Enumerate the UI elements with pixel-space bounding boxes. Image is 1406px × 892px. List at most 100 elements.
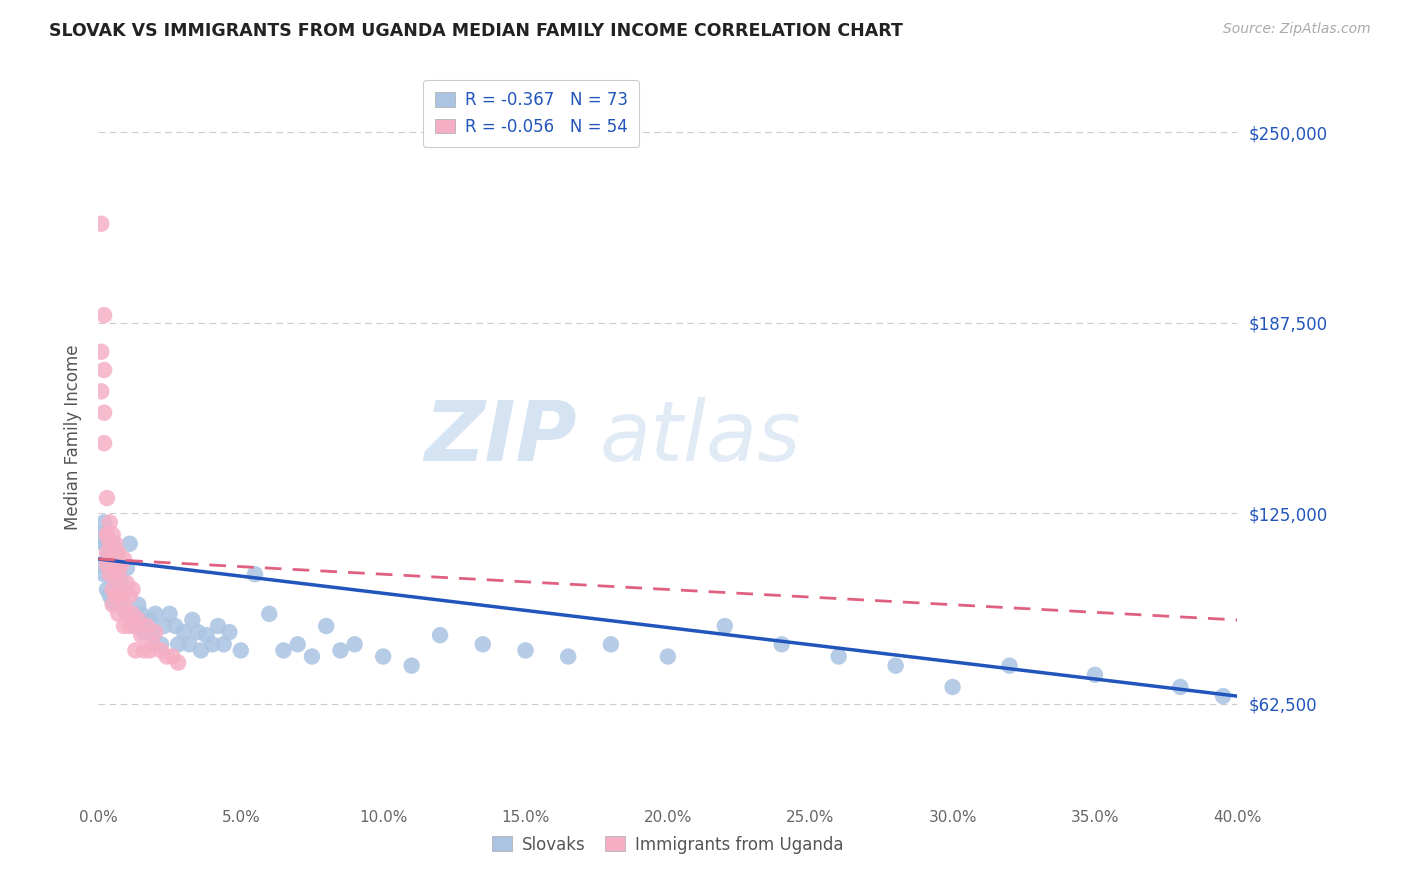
Point [101, 570, 124, 584]
Point [112, 598, 135, 612]
Point [156, 649, 179, 664]
Point [104, 567, 127, 582]
Point [884, 658, 907, 673]
Point [107, 558, 129, 573]
Point [93, 537, 115, 551]
Point [96, 527, 118, 541]
Point [121, 582, 143, 597]
Point [145, 625, 167, 640]
Point [115, 576, 138, 591]
Point [101, 594, 124, 608]
Point [121, 607, 143, 621]
Point [1084, 667, 1107, 681]
Point [141, 637, 163, 651]
Point [118, 619, 141, 633]
Point [135, 619, 157, 633]
Point [90, 217, 112, 231]
Point [110, 594, 132, 608]
Point [112, 619, 135, 633]
Point [115, 607, 138, 621]
Point [115, 561, 138, 575]
Point [93, 363, 115, 377]
Text: ZIP: ZIP [425, 397, 576, 477]
Point [162, 649, 184, 664]
Point [273, 643, 295, 657]
Point [101, 598, 124, 612]
Point [173, 625, 195, 640]
Point [118, 589, 141, 603]
Point [124, 643, 146, 657]
Point [107, 558, 129, 573]
Point [110, 589, 132, 603]
Point [828, 649, 851, 664]
Point [132, 643, 155, 657]
Point [138, 643, 160, 657]
Point [315, 619, 337, 633]
Point [98, 537, 121, 551]
Point [515, 643, 537, 657]
Point [110, 558, 132, 573]
Point [190, 643, 212, 657]
Point [104, 552, 127, 566]
Point [150, 643, 173, 657]
Point [98, 546, 121, 560]
Point [127, 598, 149, 612]
Point [121, 613, 143, 627]
Point [167, 656, 190, 670]
Y-axis label: Median Family Income: Median Family Income [65, 344, 83, 530]
Point [1212, 689, 1234, 703]
Point [401, 658, 423, 673]
Point [96, 558, 118, 573]
Point [287, 637, 309, 651]
Point [201, 637, 224, 651]
Point [104, 537, 127, 551]
Point [90, 344, 112, 359]
Point [110, 574, 132, 588]
Point [101, 552, 124, 566]
Point [141, 628, 163, 642]
Point [129, 607, 152, 621]
Point [343, 637, 366, 651]
Point [998, 658, 1021, 673]
Point [93, 406, 115, 420]
Point [96, 582, 118, 597]
Point [1170, 680, 1192, 694]
Legend: Slovaks, Immigrants from Uganda: Slovaks, Immigrants from Uganda [485, 829, 851, 860]
Point [145, 607, 167, 621]
Text: Source: ZipAtlas.com: Source: ZipAtlas.com [1223, 22, 1371, 37]
Point [129, 628, 152, 642]
Point [98, 552, 121, 566]
Point [259, 607, 281, 621]
Point [93, 436, 115, 450]
Text: SLOVAK VS IMMIGRANTS FROM UGANDA MEDIAN FAMILY INCOME CORRELATION CHART: SLOVAK VS IMMIGRANTS FROM UGANDA MEDIAN … [49, 22, 903, 40]
Point [104, 546, 127, 560]
Point [98, 516, 121, 530]
Point [153, 619, 176, 633]
Point [124, 619, 146, 633]
Point [179, 637, 201, 651]
Point [150, 637, 173, 651]
Point [187, 625, 209, 640]
Point [181, 613, 204, 627]
Point [107, 607, 129, 621]
Point [101, 537, 124, 551]
Point [770, 637, 793, 651]
Point [138, 613, 160, 627]
Point [942, 680, 965, 694]
Point [96, 527, 118, 541]
Point [98, 567, 121, 582]
Point [195, 628, 218, 642]
Point [557, 649, 579, 664]
Point [93, 567, 115, 582]
Text: atlas: atlas [599, 397, 801, 477]
Point [93, 308, 115, 322]
Point [101, 582, 124, 597]
Point [98, 561, 121, 575]
Point [714, 619, 737, 633]
Point [127, 613, 149, 627]
Point [429, 628, 451, 642]
Point [167, 637, 190, 651]
Point [90, 384, 112, 399]
Point [96, 537, 118, 551]
Point [301, 649, 323, 664]
